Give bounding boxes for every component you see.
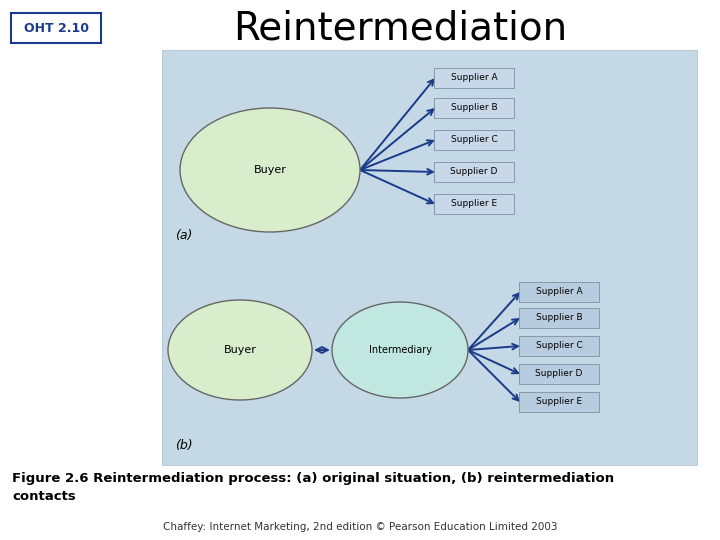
- Text: OHT 2.10: OHT 2.10: [24, 22, 89, 35]
- Text: Buyer: Buyer: [224, 345, 256, 355]
- FancyBboxPatch shape: [519, 364, 599, 384]
- Text: Supplier C: Supplier C: [451, 136, 498, 145]
- Text: (b): (b): [175, 438, 193, 451]
- Text: Reintermediation: Reintermediation: [233, 9, 567, 47]
- Text: Supplier E: Supplier E: [536, 397, 582, 407]
- Text: Supplier D: Supplier D: [450, 167, 498, 177]
- FancyBboxPatch shape: [11, 13, 101, 43]
- Text: Supplier E: Supplier E: [451, 199, 497, 208]
- FancyBboxPatch shape: [519, 282, 599, 302]
- FancyBboxPatch shape: [434, 162, 514, 182]
- FancyBboxPatch shape: [434, 68, 514, 88]
- FancyBboxPatch shape: [434, 98, 514, 118]
- FancyBboxPatch shape: [162, 50, 697, 465]
- Ellipse shape: [180, 108, 360, 232]
- Text: Supplier D: Supplier D: [535, 369, 582, 379]
- Ellipse shape: [332, 302, 468, 398]
- FancyBboxPatch shape: [434, 130, 514, 150]
- Text: Intermediary: Intermediary: [369, 345, 431, 355]
- Text: Supplier B: Supplier B: [536, 314, 582, 322]
- FancyBboxPatch shape: [519, 336, 599, 356]
- FancyBboxPatch shape: [519, 308, 599, 328]
- Ellipse shape: [168, 300, 312, 400]
- Text: Supplier A: Supplier A: [451, 73, 498, 83]
- FancyBboxPatch shape: [434, 194, 514, 214]
- Text: Buyer: Buyer: [253, 165, 287, 175]
- Text: Supplier A: Supplier A: [536, 287, 582, 296]
- Text: Supplier B: Supplier B: [451, 104, 498, 112]
- Text: Chaffey: Internet Marketing, 2nd edition © Pearson Education Limited 2003: Chaffey: Internet Marketing, 2nd edition…: [163, 522, 557, 532]
- Text: (a): (a): [175, 228, 192, 241]
- FancyBboxPatch shape: [519, 392, 599, 412]
- Text: Supplier C: Supplier C: [536, 341, 582, 350]
- Text: Figure 2.6 Reintermediation process: (a) original situation, (b) reintermediatio: Figure 2.6 Reintermediation process: (a)…: [12, 472, 614, 503]
